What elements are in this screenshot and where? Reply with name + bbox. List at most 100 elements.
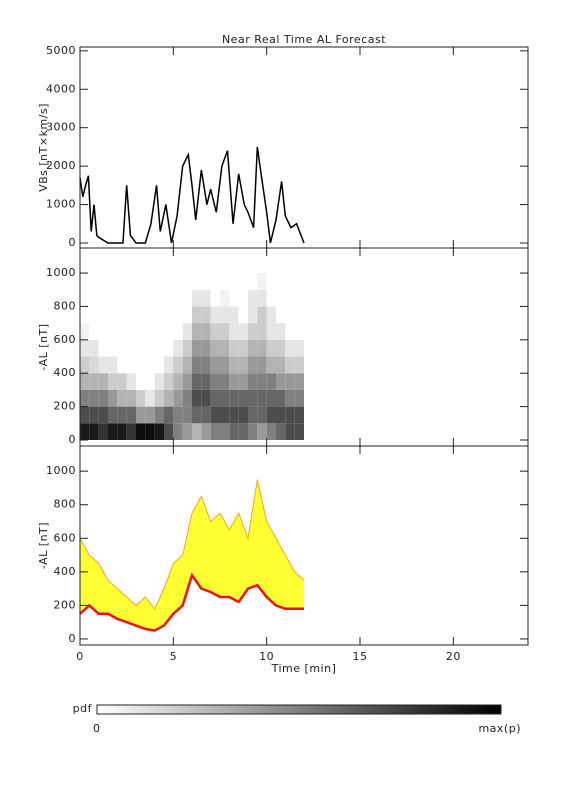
pdf-cell (257, 273, 267, 290)
pdf-cell (136, 306, 146, 324)
pdf-cell (266, 389, 276, 407)
pdf-cell (108, 389, 118, 407)
pdf-cell (136, 389, 146, 407)
pdf-cell (248, 273, 258, 290)
pdf-cell (192, 373, 202, 390)
pdf-cell (192, 289, 202, 307)
pdf-cell (294, 306, 304, 324)
pdf-cell (98, 273, 108, 290)
pdf-cell (164, 306, 174, 324)
y-tick-label: 1000 (46, 464, 76, 477)
x-tick-label: 10 (259, 650, 274, 663)
pdf-cell (89, 306, 99, 324)
pdf-cell (80, 389, 90, 407)
pdf-cell (108, 306, 118, 324)
pdf-cell (126, 423, 136, 440)
pdf-cell (229, 289, 239, 307)
y-tick-label: 1000 (46, 198, 76, 211)
pdf-cell (276, 339, 286, 357)
pdf-cell (117, 373, 127, 390)
pdf-cell (276, 306, 286, 324)
pdf-cell (154, 323, 164, 340)
pdf-cell (145, 289, 155, 307)
pdf-cell (257, 356, 267, 374)
pdf-cell (108, 373, 118, 390)
pdf-cell (276, 323, 286, 340)
pdf-cell (238, 356, 248, 374)
pdf-cell (266, 373, 276, 390)
y-tick-label: 400 (54, 366, 77, 379)
pdf-cell (238, 406, 248, 424)
pdf-cell (98, 323, 108, 340)
pdf-cell (108, 289, 118, 307)
x-tick-label: 15 (353, 650, 368, 663)
pdf-cell (136, 339, 146, 357)
pdf-cell (136, 323, 146, 340)
colorbar (96, 704, 502, 715)
pdf-cell (89, 373, 99, 390)
pdf-cell (126, 389, 136, 407)
pdf-cell (154, 389, 164, 407)
pdf-cell (173, 423, 183, 440)
pdf-cell (154, 289, 164, 307)
pdf-cell (201, 423, 211, 440)
pdf-cell (98, 306, 108, 324)
pdf-cell (117, 289, 127, 307)
pdf-cell (182, 323, 192, 340)
pdf-cell (210, 273, 220, 290)
pdf-cell (285, 323, 295, 340)
pdf-cell (164, 323, 174, 340)
pdf-cell (80, 406, 90, 424)
pdf-cell (98, 406, 108, 424)
pdf-cell (257, 306, 267, 324)
pdf-cell (89, 356, 99, 374)
pdf-cell (220, 406, 230, 424)
pdf-cell (285, 273, 295, 290)
pdf-cell (145, 389, 155, 407)
pdf-cell (257, 373, 267, 390)
pdf-cell (145, 373, 155, 390)
y-tick-label: 200 (54, 400, 77, 413)
x-tick-label: 20 (446, 650, 461, 663)
pdf-cell (89, 273, 99, 290)
pdf-cell (210, 373, 220, 390)
pdf-cell (89, 323, 99, 340)
pdf-cell (201, 406, 211, 424)
pdf-cell (220, 323, 230, 340)
pdf-cell (276, 289, 286, 307)
pdf-cell (98, 423, 108, 440)
pdf-cell (238, 373, 248, 390)
pdf-cell (98, 289, 108, 307)
vbs-line (79, 146, 305, 244)
pdf-cell (210, 289, 220, 307)
pdf-cell (201, 289, 211, 307)
pdf-cell (117, 406, 127, 424)
pdf-cell (145, 273, 155, 290)
pdf-cell (248, 306, 258, 324)
y-tick-label: 1000 (46, 266, 76, 279)
pdf-cell (220, 306, 230, 324)
pdf-cell (108, 406, 118, 424)
pdf-cell (154, 339, 164, 357)
pdf-cell (182, 339, 192, 357)
pdf-cell (80, 273, 90, 290)
pdf-cell (229, 423, 239, 440)
pdf-cell (294, 273, 304, 290)
pdf-cell (126, 289, 136, 307)
pdf-cell (285, 289, 295, 307)
pdf-cell (126, 339, 136, 357)
pdf-cell (136, 356, 146, 374)
pdf-cell (276, 406, 286, 424)
pdf-cell (294, 323, 304, 340)
pdf-cell (164, 289, 174, 307)
pdf-cell (192, 323, 202, 340)
pdf-cell (154, 306, 164, 324)
pdf-cell (108, 339, 118, 357)
colorbar-max: max(p) (478, 722, 521, 735)
pdf-cell (266, 423, 276, 440)
pdf-cell (126, 306, 136, 324)
pdf-cell (248, 389, 258, 407)
pdf-cell (201, 273, 211, 290)
pdf-cell (201, 389, 211, 407)
pdf-cell (173, 289, 183, 307)
